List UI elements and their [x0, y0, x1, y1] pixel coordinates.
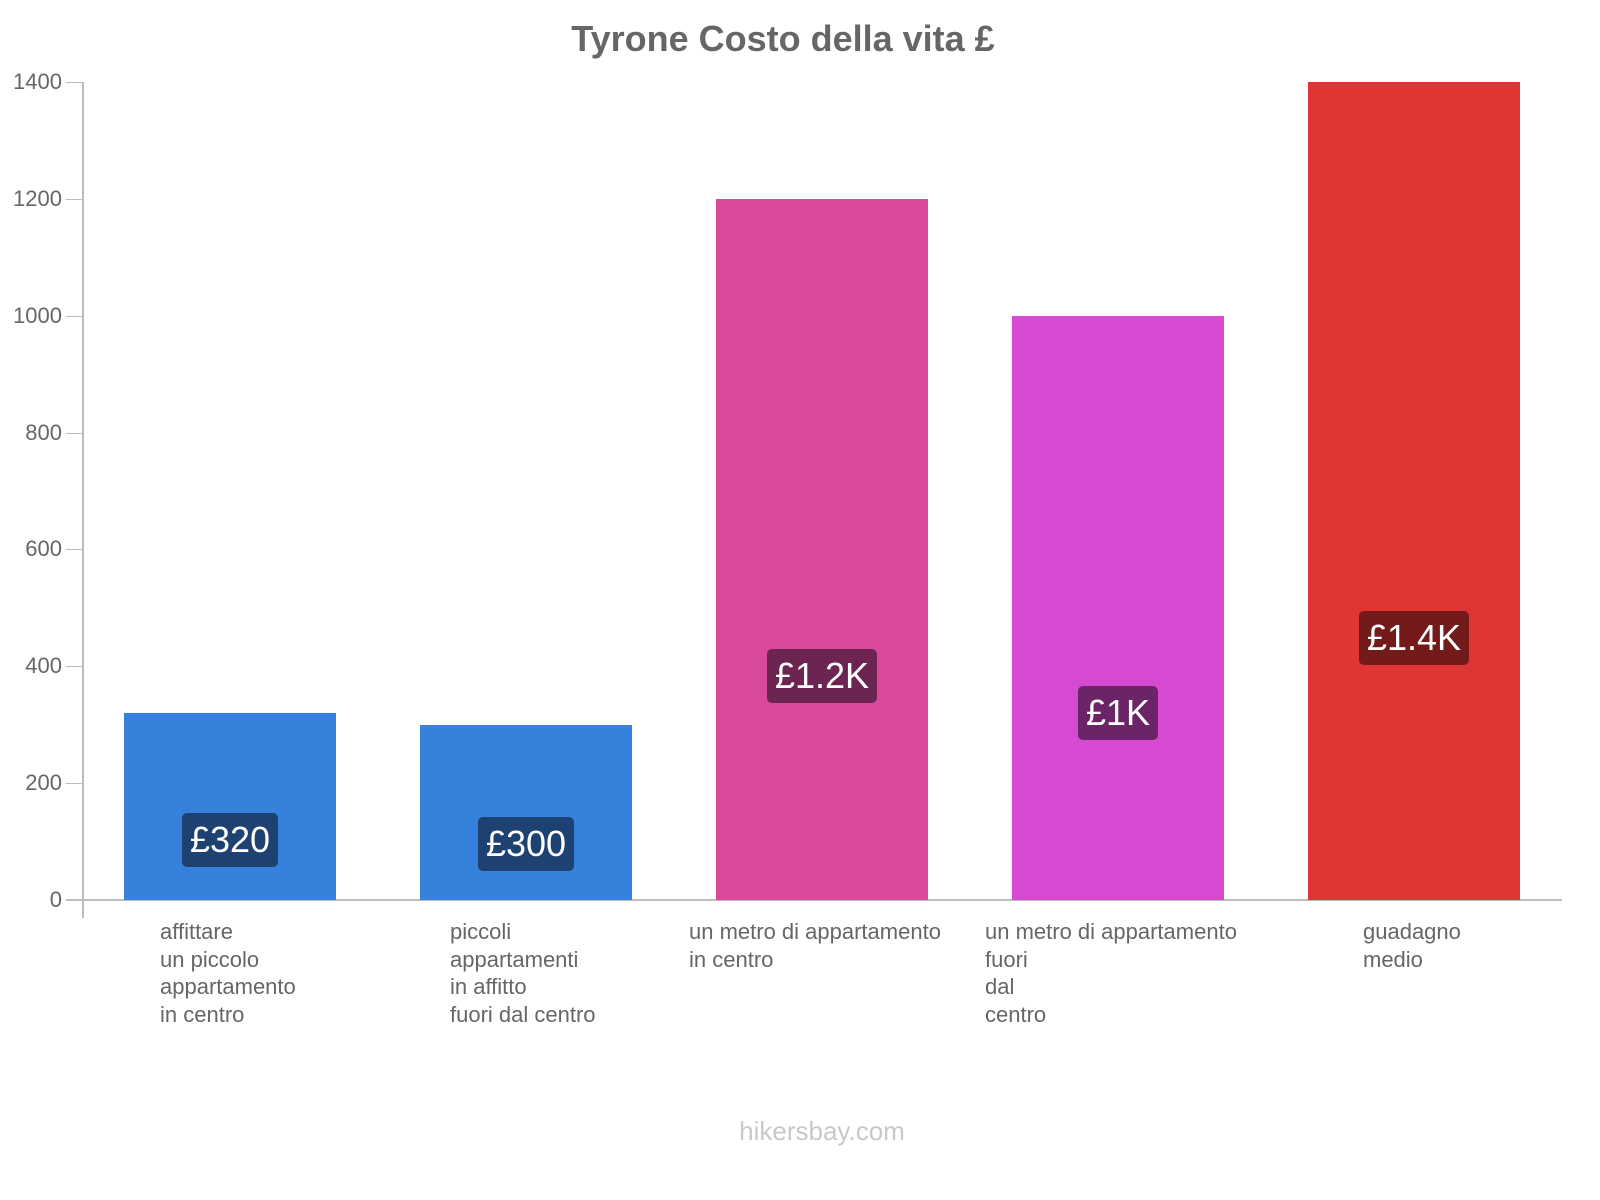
- plot-area: 0200400600800100012001400 £320affittareu…: [0, 0, 1600, 1200]
- bar-value-label: £1K: [1078, 686, 1158, 740]
- y-tick-label: 600: [0, 536, 62, 562]
- x-category-label: affittareun piccoloappartamentoin centro: [160, 918, 296, 1028]
- y-tick-mark: [66, 666, 82, 667]
- x-category-label-line: medio: [1363, 946, 1461, 974]
- x-category-label-line: dal: [985, 973, 1237, 1001]
- x-category-label-line: in centro: [689, 946, 941, 974]
- watermark: hikersbay.com: [0, 1116, 1600, 1147]
- x-category-label-line: piccoli: [450, 918, 596, 946]
- bar-value-label: £1.4K: [1359, 611, 1469, 665]
- bar-value-label: £320: [182, 813, 278, 867]
- x-category-label-line: un piccolo: [160, 946, 296, 974]
- y-tick-mark: [66, 199, 82, 200]
- y-tick-label: 400: [0, 653, 62, 679]
- x-category-label-line: appartamento: [160, 973, 296, 1001]
- y-tick-label: 1200: [0, 186, 62, 212]
- bar[interactable]: £300: [420, 725, 632, 900]
- bar[interactable]: £320: [124, 713, 336, 900]
- x-category-label-line: centro: [985, 1001, 1237, 1029]
- y-axis: [82, 82, 84, 918]
- x-category-label-line: in centro: [160, 1001, 296, 1029]
- x-category-label-line: un metro di appartamento: [689, 918, 941, 946]
- x-category-label-line: fuori dal centro: [450, 1001, 596, 1029]
- y-tick-label: 1400: [0, 69, 62, 95]
- x-category-label: piccoliappartamentiin affittofuori dal c…: [450, 918, 596, 1028]
- x-category-label-line: appartamenti: [450, 946, 596, 974]
- bar-value-label: £300: [478, 817, 574, 871]
- y-tick-mark: [66, 433, 82, 434]
- y-tick-label: 0: [0, 887, 62, 913]
- y-tick-label: 800: [0, 420, 62, 446]
- x-category-label-line: affittare: [160, 918, 296, 946]
- y-tick-label: 200: [0, 770, 62, 796]
- bar-value-label: £1.2K: [767, 649, 877, 703]
- bar[interactable]: £1.2K: [716, 199, 928, 900]
- x-category-label-line: fuori: [985, 946, 1237, 974]
- bar[interactable]: £1.4K: [1308, 82, 1520, 900]
- x-category-label-line: un metro di appartamento: [985, 918, 1237, 946]
- y-tick-label: 1000: [0, 303, 62, 329]
- y-tick-mark: [66, 316, 82, 317]
- y-tick-mark: [66, 82, 82, 83]
- x-category-label-line: in affitto: [450, 973, 596, 1001]
- y-tick-mark: [66, 900, 82, 901]
- y-tick-mark: [66, 783, 82, 784]
- y-tick-mark: [66, 549, 82, 550]
- bar[interactable]: £1K: [1012, 316, 1224, 900]
- x-category-label-line: guadagno: [1363, 918, 1461, 946]
- x-category-label: guadagnomedio: [1363, 918, 1461, 973]
- x-category-label: un metro di appartamentofuoridalcentro: [985, 918, 1237, 1028]
- x-category-label: un metro di appartamentoin centro: [689, 918, 941, 973]
